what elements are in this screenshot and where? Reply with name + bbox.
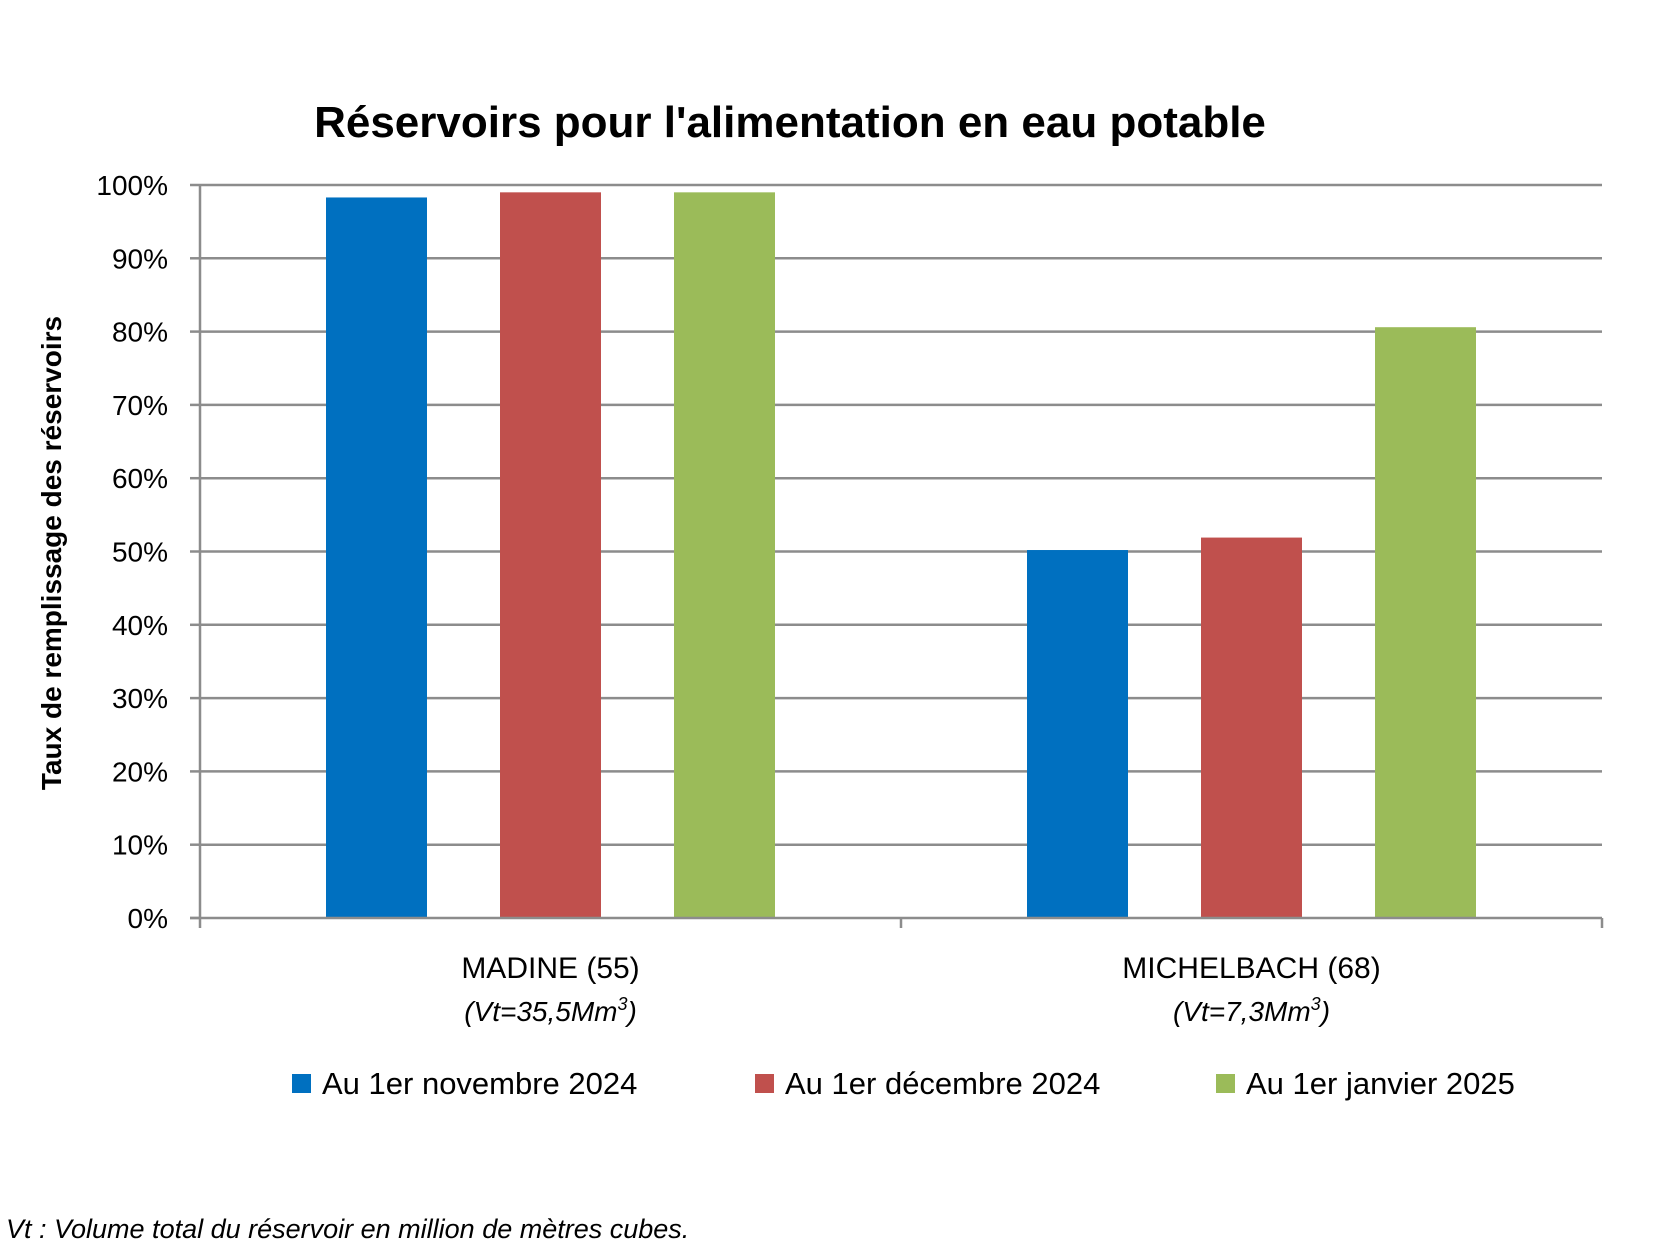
y-tick-label: 60%	[112, 463, 168, 494]
y-tick-label: 80%	[112, 317, 168, 348]
footnote: Vt : Volume total du réservoir en millio…	[6, 1214, 690, 1244]
category-label: MICHELBACH (68)	[1122, 952, 1380, 985]
bar	[1027, 550, 1128, 918]
y-tick-label: 50%	[112, 537, 168, 568]
legend-swatch	[755, 1074, 774, 1093]
category-label: MADINE (55)	[461, 952, 639, 985]
legend-swatch	[1216, 1074, 1235, 1093]
y-tick-label: 90%	[112, 243, 168, 274]
category-labels: MADINE (55) (Vt=35,5Mm3) MICHELBACH (68) (V…	[461, 952, 1380, 1027]
y-tick-labels: 0% 10% 20% 30% 40% 50% 60% 70% 80% 90% 100%	[96, 170, 168, 934]
legend-label: Au 1er janvier 2025	[1246, 1066, 1515, 1101]
bars	[326, 192, 1476, 918]
bar	[500, 192, 601, 918]
y-tick-label: 40%	[112, 610, 168, 641]
y-tick-label: 10%	[112, 830, 168, 861]
category-sublabel: (Vt=7,3Mm3)	[1173, 994, 1330, 1027]
legend-label: Au 1er décembre 2024	[785, 1066, 1100, 1101]
y-tick-label: 20%	[112, 756, 168, 787]
bar	[674, 192, 775, 918]
gridlines	[200, 183, 1602, 846]
chart-title: Réservoirs pour l'alimentation en eau po…	[314, 98, 1266, 147]
category-sublabel: (Vt=35,5Mm3)	[464, 994, 637, 1027]
y-tick-label: 70%	[112, 390, 168, 421]
y-axis-label: Taux de remplissage des réservoirs	[36, 316, 67, 790]
legend-label: Au 1er novembre 2024	[322, 1066, 637, 1101]
bar	[1201, 537, 1302, 918]
axes	[190, 183, 1604, 928]
y-tick-label: 100%	[96, 170, 168, 201]
bar	[326, 197, 427, 918]
y-tick-label: 30%	[112, 683, 168, 714]
bar	[1375, 327, 1476, 918]
y-tick-label: 0%	[128, 903, 168, 934]
bar-chart: Réservoirs pour l'alimentation en eau po…	[36, 98, 1604, 1101]
legend-swatch	[292, 1074, 311, 1093]
legend: Au 1er novembre 2024 Au 1er décembre 2024…	[292, 1066, 1515, 1101]
